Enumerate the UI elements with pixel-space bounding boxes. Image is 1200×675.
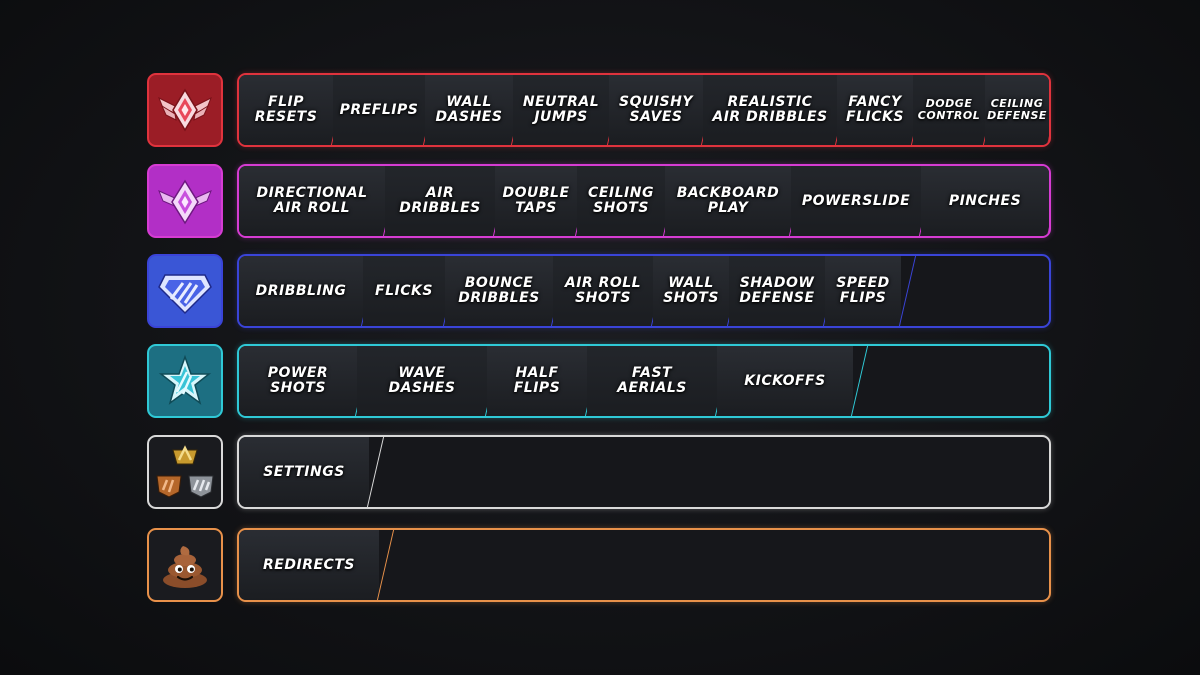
skills-bar: POWER SHOTS WAVE DASHES HALF FLIPS FAST … (237, 344, 1051, 418)
rank-badge (147, 254, 223, 328)
skills-bar: FLIP RESETS PREFLIPS WALL DASHES NEUTRAL… (237, 73, 1051, 147)
skill-tile: FLICKS (363, 256, 445, 326)
tier-row-champion: DIRECTIONAL AIR ROLL AIR DRIBBLES DOUBLE… (147, 164, 1051, 238)
skills-bar: DRIBBLING FLICKS BOUNCE DRIBBLES AIR ROL… (237, 254, 1051, 328)
skill-tile: PREFLIPS (333, 75, 425, 145)
rank-badge (147, 164, 223, 238)
skill-tile: PINCHES (921, 166, 1049, 236)
skill-tile: HALF FLIPS (487, 346, 587, 416)
skill-tile: REALISTIC AIR DRIBBLES (703, 75, 837, 145)
tier-row-diamond: DRIBBLING FLICKS BOUNCE DRIBBLES AIR ROL… (147, 254, 1051, 328)
skill-tile: FAST AERIALS (587, 346, 717, 416)
skill-tile: FLIP RESETS (239, 75, 333, 145)
skills-bar: REDIRECTS (237, 528, 1051, 602)
champion-icon (158, 179, 212, 225)
platinum-icon (158, 354, 212, 405)
skill-tile: WALL DASHES (425, 75, 513, 145)
skill-tile: NEUTRAL JUMPS (513, 75, 609, 145)
tier-row-bronze-silver-gold: SETTINGS (147, 435, 1051, 509)
skill-tile: BACKBOARD PLAY (665, 166, 791, 236)
tier-row-poop: REDIRECTS (147, 528, 1051, 602)
tier-row-grand-champion: FLIP RESETS PREFLIPS WALL DASHES NEUTRAL… (147, 73, 1051, 147)
skill-tile: AIR ROLL SHOTS (553, 256, 653, 326)
poop-emoji-icon (163, 546, 207, 588)
skill-tile: SPEED FLIPS (825, 256, 901, 326)
skill-tile: POWER SHOTS (239, 346, 357, 416)
grand-champion-icon (158, 88, 212, 132)
skill-tile: DRIBBLING (239, 256, 363, 326)
skill-tile: KICKOFFS (717, 346, 853, 416)
skill-tile: BOUNCE DRIBBLES (445, 256, 553, 326)
skill-tile: REDIRECTS (239, 530, 379, 600)
diamond-icon (158, 274, 212, 315)
skill-tile: CEILING SHOTS (577, 166, 665, 236)
skills-bar: SETTINGS (237, 435, 1051, 509)
rank-badge (147, 73, 223, 147)
skill-tile: DIRECTIONAL AIR ROLL (239, 166, 385, 236)
skills-bar: DIRECTIONAL AIR ROLL AIR DRIBBLES DOUBLE… (237, 164, 1051, 238)
skill-tile: SETTINGS (239, 437, 369, 507)
skill-tile: SQUISHY SAVES (609, 75, 703, 145)
tier-row-platinum: POWER SHOTS WAVE DASHES HALF FLIPS FAST … (147, 344, 1051, 418)
skill-tile: POWERSLIDE (791, 166, 921, 236)
skill-tile: AIR DRIBBLES (385, 166, 495, 236)
rank-badge (147, 344, 223, 418)
rank-badge (147, 528, 223, 602)
bronze-silver-gold-icon (156, 445, 214, 498)
skill-tile: DOUBLE TAPS (495, 166, 577, 236)
skill-tile: CEILING DEFENSE (985, 75, 1049, 145)
rank-badge (147, 435, 223, 509)
skill-tile: SHADOW DEFENSE (729, 256, 825, 326)
skill-tile: WAVE DASHES (357, 346, 487, 416)
